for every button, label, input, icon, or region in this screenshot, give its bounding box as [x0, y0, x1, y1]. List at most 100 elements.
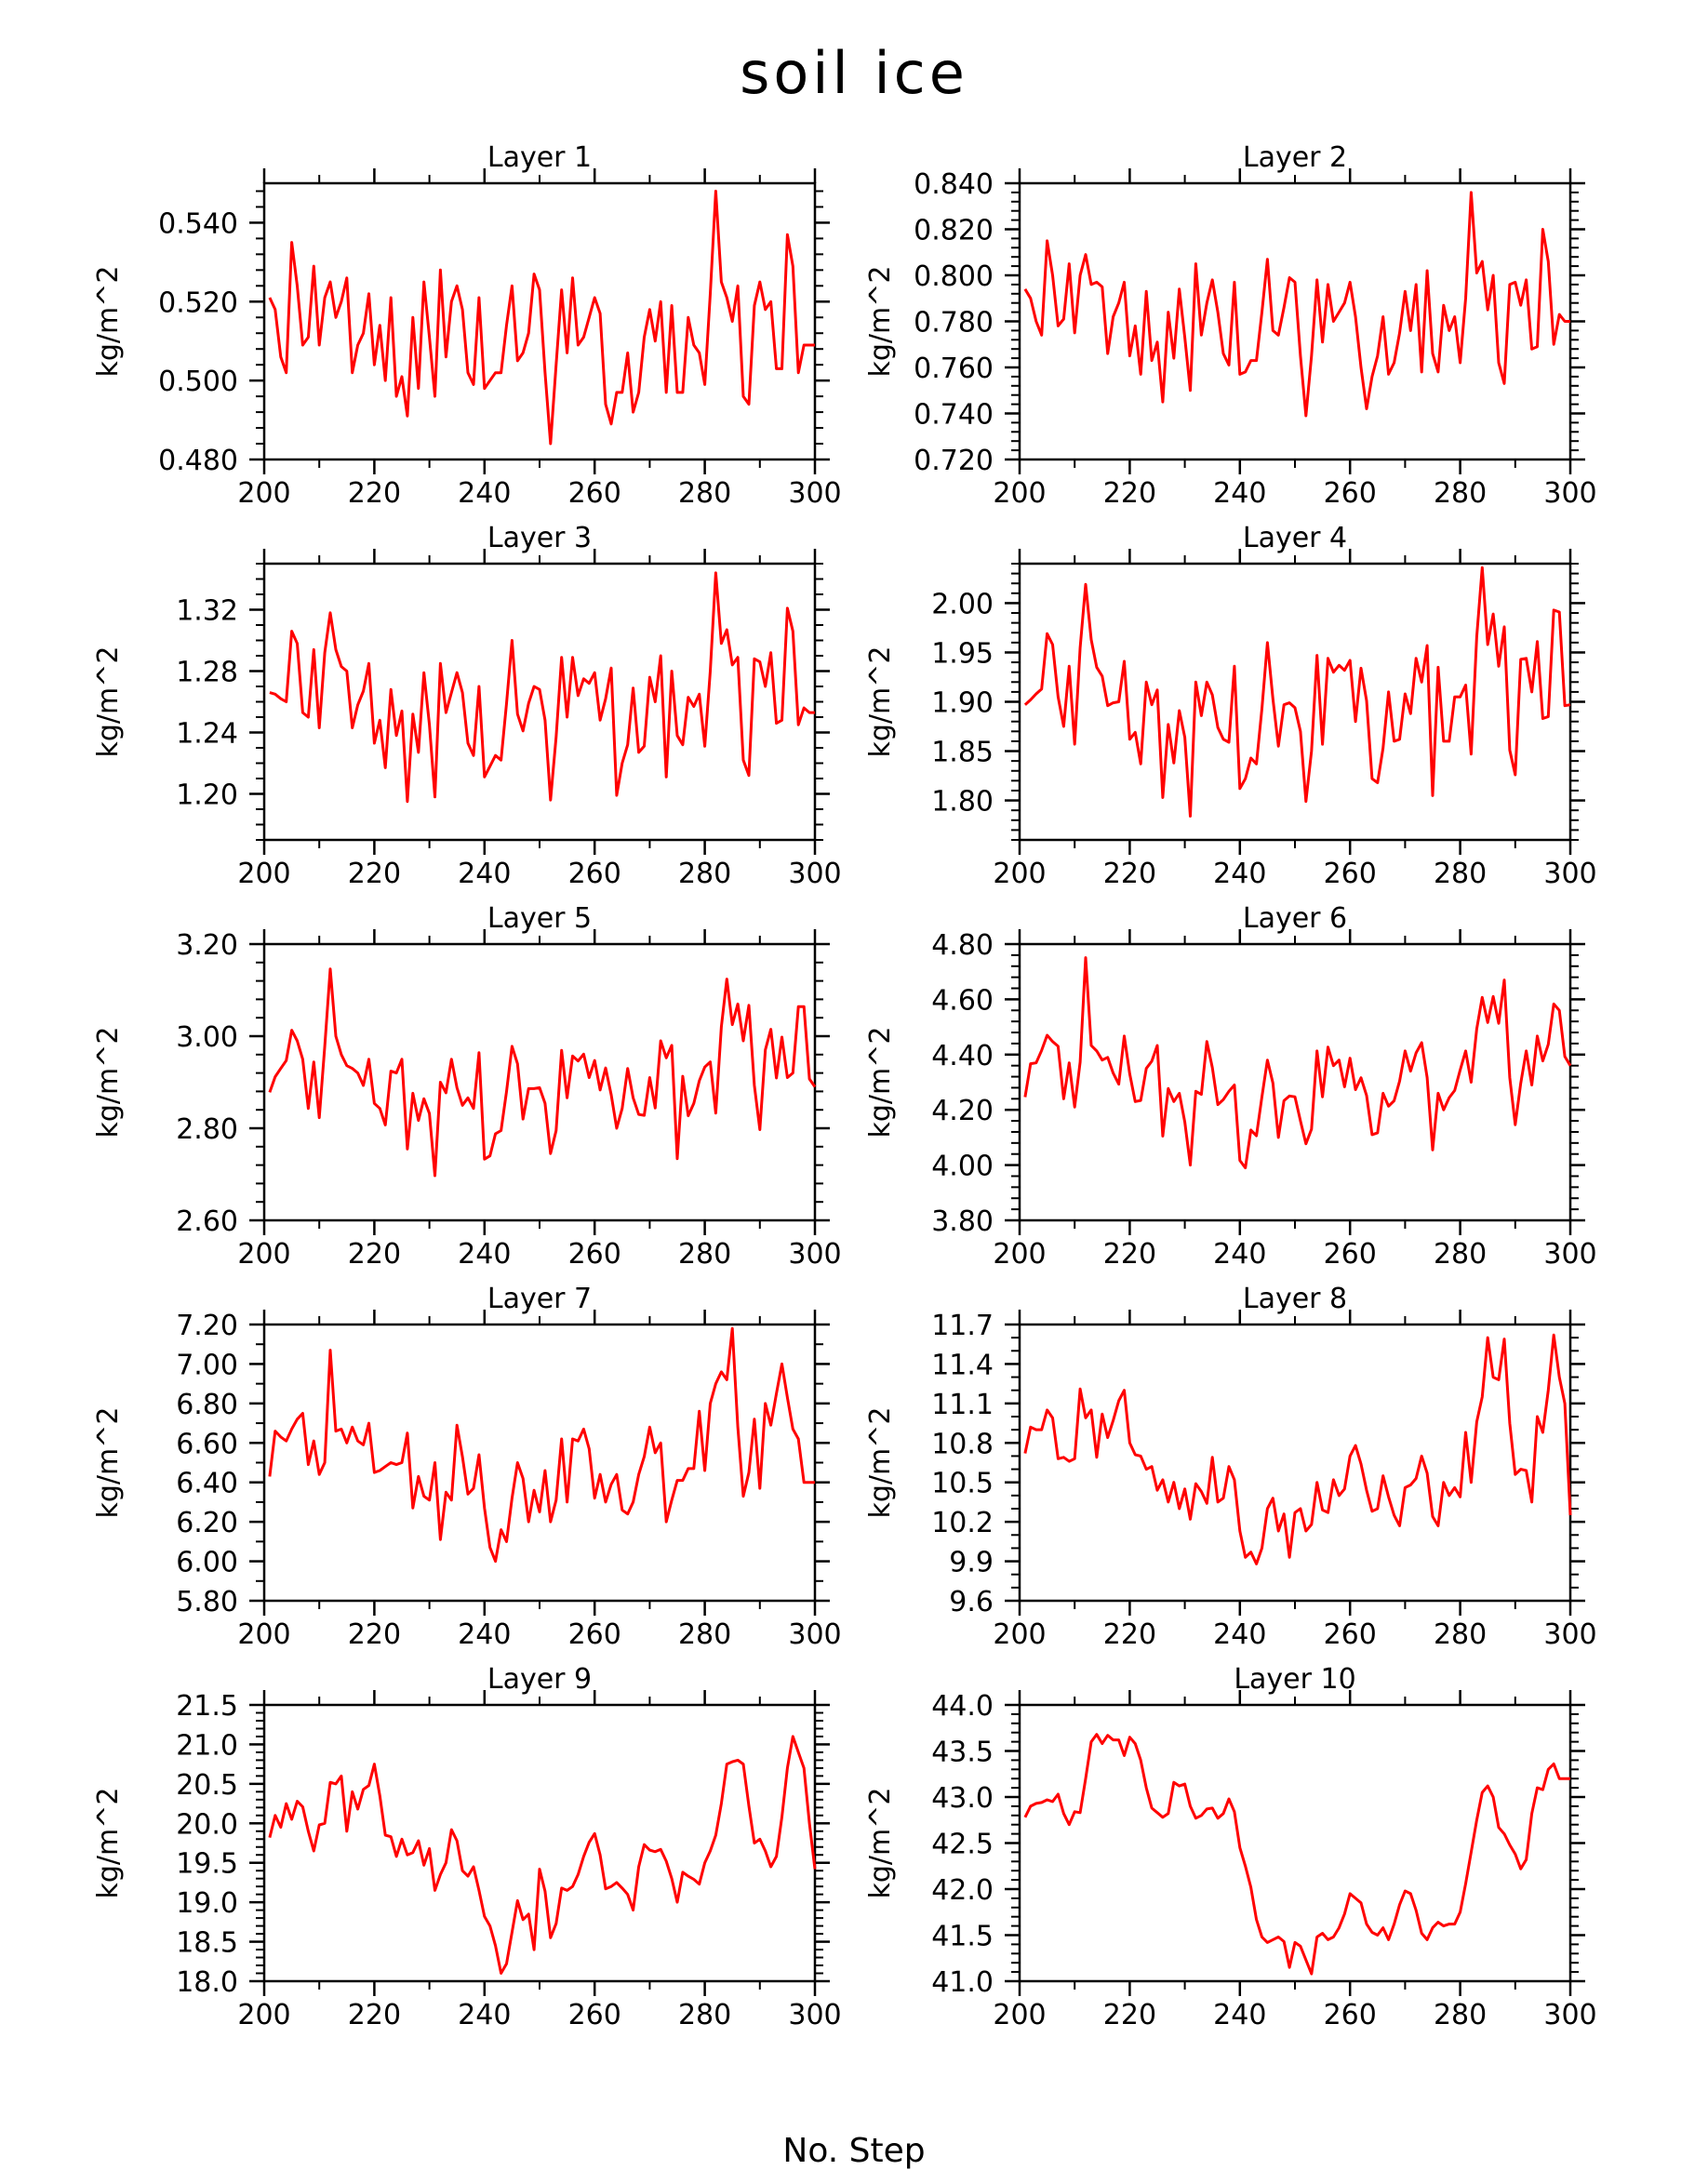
- x-tick-label: 220: [1103, 1618, 1156, 1651]
- x-tick-label: 260: [568, 1618, 621, 1651]
- series-line: [268, 967, 817, 1178]
- x-tick-label: 220: [348, 477, 401, 510]
- series-line: [1023, 956, 1572, 1170]
- x-tick-label: 200: [237, 1238, 290, 1271]
- x-tick-label: 220: [348, 1999, 401, 2031]
- y-tick-label: 10.8: [931, 1428, 994, 1460]
- y-tick-label: 3.20: [176, 929, 238, 962]
- y-tick-label: 9.9: [949, 1547, 994, 1579]
- y-tick-label: 4.00: [931, 1151, 994, 1183]
- y-tick-label: 5.80: [176, 1586, 238, 1618]
- chart-title: Layer 3: [487, 522, 592, 554]
- chart-title: Layer 1: [487, 141, 592, 174]
- series-line: [268, 1735, 817, 1975]
- y-axis-label: kg/m^2: [864, 1027, 897, 1138]
- y-tick-label: 0.500: [158, 366, 238, 398]
- x-tick-label: 200: [237, 858, 290, 890]
- chart-title: Layer 7: [487, 1283, 592, 1315]
- y-tick-label: 0.800: [914, 260, 994, 293]
- chart-title: Layer 8: [1243, 1283, 1347, 1315]
- series-line: [1023, 191, 1570, 418]
- x-tick-label: 260: [568, 858, 621, 890]
- y-axis-label: kg/m^2: [92, 1407, 125, 1519]
- y-tick-label: 1.24: [176, 718, 238, 751]
- y-tick-label: 6.60: [176, 1428, 238, 1460]
- y-tick-label: 11.1: [931, 1389, 994, 1421]
- x-tick-label: 260: [1324, 1238, 1377, 1271]
- plot-frame: [1018, 1703, 1572, 1983]
- chart-layer-3: Layer 3 200 220 240 260 280 300 1.20 1.24 1.28 1.3…: [92, 522, 842, 890]
- y-tick-label: 1.20: [176, 779, 238, 812]
- chart-layer-5: Layer 5 200 220 240 260 280 300 2.60 2.80 3.00 3.2…: [92, 902, 842, 1271]
- y-tick-label: 20.0: [176, 1808, 238, 1841]
- chart-title: Layer 5: [487, 902, 592, 935]
- plot-frame: [1018, 562, 1572, 842]
- y-tick-label: 10.5: [931, 1468, 994, 1500]
- x-tick-label: 260: [568, 477, 621, 510]
- y-tick-label: 6.80: [176, 1389, 238, 1421]
- y-axis-label: kg/m^2: [864, 1407, 897, 1519]
- x-tick-label: 220: [1103, 858, 1156, 890]
- x-tick-label: 280: [678, 1238, 731, 1271]
- chart-layer-2: Layer 2 200 220 240 260 280 300 0.720 0.740 0.760…: [864, 141, 1597, 510]
- y-tick-label: 18.5: [176, 1927, 238, 1960]
- y-tick-label: 0.480: [158, 445, 238, 477]
- y-tick-label: 0.840: [914, 168, 994, 201]
- chart-layer-9: Layer 9 200 220 240 260 280 300 18.0 18.5 19.0 19.…: [92, 1663, 842, 2031]
- y-tick-label: 1.32: [176, 595, 238, 628]
- series-line: [1023, 1733, 1570, 1976]
- y-axis-label: kg/m^2: [864, 1788, 897, 1899]
- series-line: [268, 1326, 815, 1564]
- chart-title: Layer 9: [487, 1663, 592, 1696]
- x-tick-label: 300: [1543, 1999, 1596, 2031]
- plot-frame: [1018, 181, 1572, 461]
- x-tick-label: 240: [1213, 1999, 1266, 2031]
- footer-label: No. Step: [782, 2132, 926, 2170]
- x-tick-label: 200: [237, 1618, 290, 1651]
- x-tick-label: 300: [788, 1238, 841, 1271]
- y-tick-label: 0.760: [914, 353, 994, 385]
- y-tick-label: 7.00: [176, 1349, 238, 1381]
- x-tick-label: 240: [1213, 477, 1266, 510]
- x-tick-label: 300: [788, 1618, 841, 1651]
- y-tick-label: 20.5: [176, 1769, 238, 1802]
- chart-layer-1: Layer 1 200 220 240 260 280 300 0.480 0.500 0.520…: [92, 141, 842, 510]
- y-tick-label: 3.00: [176, 1021, 238, 1054]
- x-tick-label: 280: [678, 477, 731, 510]
- y-tick-label: 11.4: [931, 1349, 994, 1381]
- y-tick-label: 1.80: [931, 786, 994, 819]
- chart-layer-6: Layer 6 200 220 240 260 280 300 3.80 4.00 4.20 4.4…: [864, 902, 1597, 1271]
- chart-title: Layer 6: [1243, 902, 1347, 935]
- y-tick-label: 4.60: [931, 984, 994, 1017]
- page-title: soil ice: [740, 39, 968, 107]
- y-tick-label: 42.5: [931, 1829, 994, 1861]
- x-tick-label: 220: [348, 858, 401, 890]
- x-tick-label: 240: [1213, 1238, 1266, 1271]
- x-tick-label: 220: [1103, 1999, 1156, 2031]
- y-tick-label: 18.0: [176, 1966, 238, 1999]
- y-tick-label: 9.6: [949, 1586, 994, 1618]
- chart-title: Layer 10: [1234, 1663, 1355, 1696]
- x-tick-label: 240: [1213, 1618, 1266, 1651]
- x-tick-label: 220: [1103, 1238, 1156, 1271]
- x-tick-label: 240: [458, 477, 511, 510]
- x-tick-label: 200: [993, 1618, 1046, 1651]
- y-tick-label: 19.5: [176, 1848, 238, 1881]
- y-tick-label: 0.720: [914, 445, 994, 477]
- series-line: [268, 190, 815, 446]
- y-tick-label: 6.20: [176, 1507, 238, 1539]
- x-tick-label: 280: [678, 858, 731, 890]
- x-tick-label: 300: [1543, 1238, 1596, 1271]
- y-tick-label: 0.520: [158, 286, 238, 319]
- plot-frame: [1018, 942, 1572, 1222]
- y-tick-label: 4.20: [931, 1095, 994, 1127]
- x-tick-label: 300: [1543, 858, 1596, 890]
- chart-layer-10: Layer 10 200 220 240 260 280 300 41.0 41.5 42.0 42…: [864, 1663, 1597, 2031]
- x-tick-label: 300: [788, 858, 841, 890]
- x-tick-label: 200: [993, 1238, 1046, 1271]
- x-tick-label: 220: [348, 1618, 401, 1651]
- x-tick-label: 280: [1434, 1999, 1487, 2031]
- y-tick-label: 1.85: [931, 737, 994, 769]
- y-tick-label: 41.5: [931, 1921, 994, 1953]
